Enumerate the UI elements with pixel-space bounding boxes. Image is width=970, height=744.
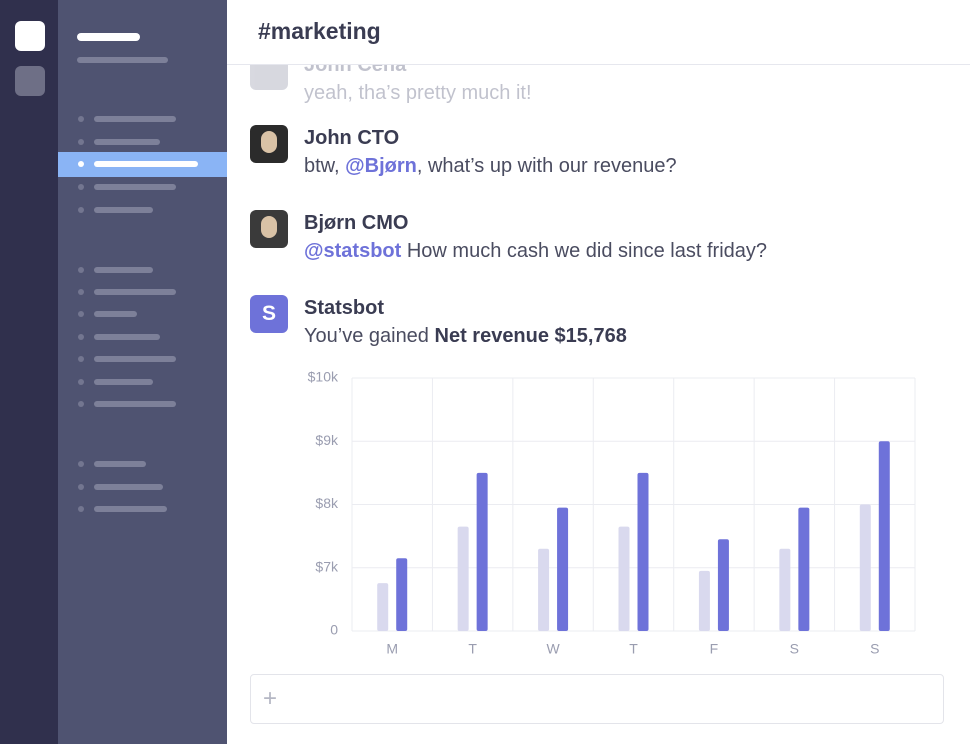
y-tick-label: 0	[330, 622, 338, 638]
bar	[538, 548, 550, 631]
text-part: @Bjørn	[345, 155, 417, 177]
x-tick-label: S	[870, 641, 879, 657]
bar	[396, 558, 408, 631]
bar	[859, 504, 871, 631]
channel-dot	[78, 506, 84, 512]
channel-item	[94, 267, 153, 273]
avatar: S	[250, 295, 288, 333]
text-part: yeah, tha’s pretty much it!	[304, 82, 532, 104]
author-name: John CTO	[304, 127, 400, 149]
channel-title: #marketing	[258, 18, 381, 44]
channel-item	[94, 184, 176, 190]
channel-item	[94, 484, 163, 490]
avatar-letter: S	[261, 302, 276, 325]
chart: 0 $7k $8k $9k $10k M T W T F S S	[308, 369, 916, 657]
channel-dot	[78, 484, 84, 490]
channel-dot	[78, 184, 84, 190]
message-text: @statsbot How much cash we did since las…	[304, 240, 767, 263]
channel-item	[94, 356, 176, 362]
bar	[779, 548, 791, 631]
bar	[717, 539, 729, 631]
workspace-icon[interactable]	[15, 21, 45, 51]
message: John CTO btw, @Bjørn, what’s up with our …	[250, 125, 950, 195]
bar	[878, 441, 890, 631]
y-tick-label: $10k	[308, 369, 339, 385]
bar	[618, 526, 630, 631]
channel-dot	[78, 116, 84, 122]
avatar-face	[261, 131, 277, 153]
channel-item	[94, 401, 176, 407]
channel-item	[94, 289, 176, 295]
avatar	[250, 125, 288, 163]
channel-item	[94, 207, 153, 213]
channel-dot	[78, 401, 84, 407]
x-tick-label: M	[386, 641, 398, 657]
text-part: How much cash we did since last friday?	[401, 240, 768, 262]
y-tick-label: $9k	[315, 432, 339, 448]
user-name	[77, 57, 168, 63]
message-input[interactable]: +	[250, 674, 944, 724]
message-text: yeah, tha’s pretty much it!	[304, 82, 532, 105]
y-tick-label: $8k	[315, 495, 339, 511]
channel-item	[94, 161, 198, 167]
channel-item	[94, 311, 137, 317]
y-tick-label: $7k	[315, 558, 339, 574]
bar	[798, 507, 810, 631]
x-tick-label: T	[468, 641, 477, 657]
channel-item	[94, 379, 153, 385]
message: S Statsbot You’ve gained Net revenue $15,7…	[250, 295, 950, 365]
workspace-rail	[0, 0, 58, 744]
channel-item	[94, 334, 160, 340]
workspace-icon[interactable]	[15, 66, 45, 96]
channel-dot	[78, 267, 84, 273]
channel-dot	[78, 461, 84, 467]
message-text: You’ve gained Net revenue $15,768	[304, 325, 627, 348]
message: Bjørn CMO @statsbot How much cash we did …	[250, 210, 950, 280]
author-name: Bjørn CMO	[304, 212, 409, 234]
bar	[476, 472, 488, 631]
x-tick-label: T	[629, 641, 638, 657]
avatar	[250, 210, 288, 248]
bar	[557, 507, 569, 631]
channel-header: #marketing	[227, 0, 970, 65]
channel-item	[94, 461, 146, 467]
channel-dot	[78, 139, 84, 145]
bar	[637, 472, 649, 631]
bar	[377, 583, 389, 631]
message-text: btw, @Bjørn, what’s up with our revenue?	[304, 155, 677, 178]
channel-dot	[78, 334, 84, 340]
text-part: Net revenue $15,768	[434, 325, 627, 347]
channel-item	[94, 116, 176, 122]
channel-dot	[78, 356, 84, 362]
sidebar	[58, 0, 227, 744]
channel-dot	[78, 379, 84, 385]
text-part: , what’s up with our revenue?	[416, 155, 677, 177]
text-part: @statsbot	[304, 240, 402, 262]
x-tick-label: F	[710, 641, 719, 657]
channel-dot	[78, 207, 84, 213]
channel-item	[94, 506, 167, 512]
add-icon[interactable]: +	[263, 685, 278, 712]
channel-item	[94, 139, 160, 145]
bar	[457, 526, 469, 631]
team-name	[77, 33, 140, 41]
text-part: You’ve gained	[304, 325, 435, 347]
x-tick-label: W	[546, 641, 560, 657]
bar	[698, 570, 710, 631]
channel-dot	[78, 289, 84, 295]
author-name: Statsbot	[304, 297, 384, 319]
text-part: btw,	[304, 155, 346, 177]
channel-dot	[78, 311, 84, 317]
avatar-face	[261, 216, 277, 238]
x-tick-label: S	[790, 641, 799, 657]
channel-dot	[78, 161, 84, 167]
